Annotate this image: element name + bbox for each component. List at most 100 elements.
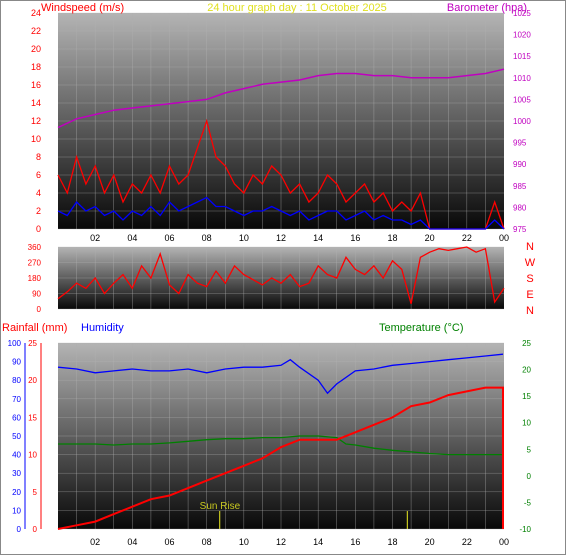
hour-tick: 04 — [127, 537, 137, 547]
hour-tick: 00 — [499, 233, 509, 243]
temperature-tick: 20 — [522, 366, 531, 375]
barometer-tick: 1005 — [513, 95, 531, 104]
wind-tick: 0 — [36, 224, 41, 234]
humidity-axis-label: Humidity — [81, 322, 124, 334]
barometer-tick: 1025 — [513, 9, 531, 18]
hour-tick: 10 — [239, 233, 249, 243]
wind-tick: 18 — [31, 62, 41, 72]
temperature-tick: 5 — [527, 445, 532, 454]
wind-tick: 10 — [31, 134, 41, 144]
barometer-ticks: 975 980 985 990 995 1000 1005 1010 1015 1020 1025 — [513, 9, 531, 234]
humidity-tick: 60 — [12, 413, 21, 422]
humidity-tick: 100 — [8, 339, 22, 348]
barometer-tick: 1020 — [513, 31, 531, 40]
compass-label: W — [525, 257, 536, 269]
barometer-tick: 975 — [513, 225, 527, 234]
hour-tick: 06 — [164, 537, 174, 547]
wind-tick: 4 — [36, 188, 41, 198]
barometer-tick: 1015 — [513, 52, 531, 61]
humidity-tick: 50 — [12, 432, 21, 441]
direction-tick: 270 — [28, 259, 42, 268]
hour-tick: 02 — [90, 537, 100, 547]
hour-tick: 08 — [202, 233, 212, 243]
temperature-axis-label: Temperature (°C) — [379, 322, 463, 334]
hour-tick: 14 — [313, 233, 323, 243]
rainfall-tick: 0 — [33, 525, 38, 534]
rainfall-line — [57, 386, 504, 530]
direction-tick: 180 — [28, 274, 42, 283]
hour-tick: 20 — [425, 233, 435, 243]
barometer-tick: 995 — [513, 139, 527, 148]
compass-label: E — [526, 289, 533, 301]
rain-hour-ticks: 02 04 06 08 10 12 14 16 18 20 22 00 — [90, 537, 509, 547]
hour-tick: 14 — [313, 537, 323, 547]
temperature-ticks: -10 -5 0 5 10 15 20 25 — [519, 339, 531, 534]
direction-degree-ticks: 0 90 180 270 360 — [28, 243, 42, 314]
wind-tick: 2 — [36, 206, 41, 216]
temperature-line — [58, 435, 503, 456]
hour-tick: 04 — [127, 233, 137, 243]
wind-hour-ticks: 02 04 06 08 10 12 14 16 18 20 22 00 — [90, 233, 509, 243]
wind-direction-line — [57, 246, 505, 304]
wind-avg-line — [57, 196, 505, 230]
humidity-tick: 90 — [12, 358, 21, 367]
humidity-tick: 30 — [12, 469, 21, 478]
rainfall-ticks: 0 5 10 15 20 25 — [28, 339, 37, 534]
barometer-tick: 980 — [513, 203, 527, 212]
hour-tick: 08 — [202, 537, 212, 547]
wind-tick: 16 — [31, 80, 41, 90]
compass-label: N — [526, 305, 534, 317]
temperature-tick: 10 — [522, 419, 531, 428]
rainfall-tick: 25 — [28, 339, 37, 348]
barometer-tick: 990 — [513, 160, 527, 169]
humidity-tick: 70 — [12, 395, 21, 404]
humidity-line — [57, 353, 504, 395]
hour-tick: 18 — [387, 233, 397, 243]
barometer-line — [57, 68, 505, 129]
hour-tick: 22 — [462, 233, 472, 243]
wind-tick: 8 — [36, 152, 41, 162]
hour-tick: 12 — [276, 233, 286, 243]
humidity-tick: 10 — [12, 506, 21, 515]
wind-axis-label: Windspeed (m/s) — [41, 2, 124, 14]
humidity-tick: 0 — [17, 525, 22, 534]
rainfall-tick: 20 — [28, 376, 37, 385]
chart-title: 24 hour graph day : 11 October 2025 — [207, 2, 387, 14]
rainfall-tick: 5 — [33, 488, 38, 497]
wind-tick: 24 — [31, 8, 41, 18]
direction-series — [57, 246, 505, 304]
rain-series — [57, 353, 504, 530]
wind-tick: 14 — [31, 98, 41, 108]
hour-tick: 16 — [350, 537, 360, 547]
wind-series — [57, 68, 505, 230]
sun-marks — [219, 511, 408, 529]
humidity-tick: 80 — [12, 376, 21, 385]
hour-tick: 22 — [462, 537, 472, 547]
temperature-tick: 25 — [522, 339, 531, 348]
hour-tick: 10 — [239, 537, 249, 547]
wind-tick: 20 — [31, 44, 41, 54]
barometer-tick: 985 — [513, 182, 527, 191]
rainfall-tick: 15 — [28, 413, 37, 422]
compass-label: N — [526, 241, 534, 253]
barometer-tick: 1010 — [513, 74, 531, 83]
barometer-tick: 1000 — [513, 117, 531, 126]
barometer-axis-label: Barometer (hpa) — [447, 2, 527, 14]
wind-tick: 6 — [36, 170, 41, 180]
gridlines — [58, 12, 504, 530]
direction-tick: 90 — [32, 290, 41, 299]
rainfall-axis-label: Rainfall (mm) — [2, 322, 67, 334]
hour-tick: 06 — [164, 233, 174, 243]
wind-tick: 12 — [31, 116, 41, 126]
hour-tick: 18 — [387, 537, 397, 547]
humidity-ticks: 0 10 20 30 40 50 60 70 80 90 100 — [8, 339, 22, 534]
humidity-tick: 20 — [12, 488, 21, 497]
sunrise-label: Sun Rise — [200, 501, 241, 512]
hour-tick: 16 — [350, 233, 360, 243]
temperature-tick: 15 — [522, 392, 531, 401]
direction-tick: 360 — [28, 243, 42, 252]
